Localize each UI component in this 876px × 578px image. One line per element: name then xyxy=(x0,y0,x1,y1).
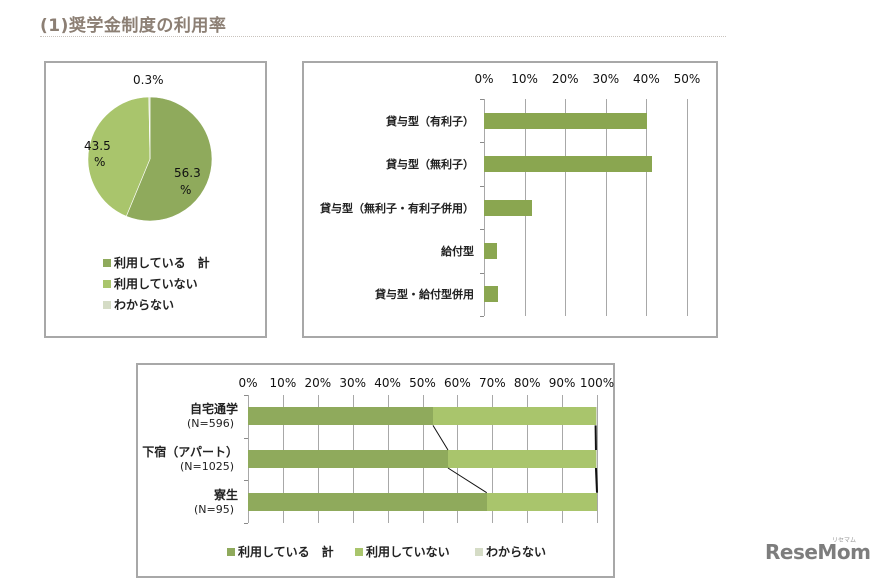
y-axis-tick xyxy=(480,272,484,274)
bar-segment-unknown xyxy=(595,407,597,426)
category-label: 貸与型（無利子） xyxy=(386,158,474,172)
category-label: 寮生 xyxy=(213,487,238,502)
bar-segment-using xyxy=(248,450,448,468)
category-n-label: (N=596) xyxy=(186,417,234,431)
x-axis-tick-label: 0% xyxy=(238,376,258,390)
category-label: 下宿（アパート） xyxy=(142,445,238,459)
bar-chart: 0% 10% 20% 30% 40% 50% 貸与型（有利子） 貸与型（無利子） 貸与型（無利子… xyxy=(304,63,716,336)
gridline xyxy=(605,99,607,316)
bar-segment-using xyxy=(248,407,433,426)
pie-label-unknown: 0.3% xyxy=(133,73,164,87)
gridline xyxy=(646,99,648,316)
y-axis-tick xyxy=(244,395,248,396)
legend-swatch-not-using xyxy=(103,279,111,288)
x-axis-tick-label: 70% xyxy=(478,376,506,390)
resemom-logo-kana: リセマム xyxy=(832,537,857,544)
bar-segment-using xyxy=(248,492,487,511)
gridline xyxy=(565,99,567,316)
bar-segment-unknown xyxy=(595,450,597,468)
pie-chart-panel: 0.3% 43.5 % 56.3 % 利用している 計 利用していない わからな… xyxy=(44,61,267,338)
y-axis-tick xyxy=(244,480,248,482)
pie-slice-unknown xyxy=(148,96,151,160)
x-axis-tick-label: 20% xyxy=(304,376,332,390)
x-axis-tick-label: 50% xyxy=(673,72,701,86)
x-axis-tick-label: 30% xyxy=(592,72,620,86)
pie-label-using-pct: % xyxy=(180,183,192,197)
legend-swatch-unknown xyxy=(475,547,483,556)
category-n-label: (N=1025) xyxy=(179,460,234,473)
bar xyxy=(484,286,498,303)
category-label: 貸与型（有利子） xyxy=(386,114,474,128)
y-axis-tick xyxy=(480,185,484,187)
gridline xyxy=(597,395,598,523)
pie-legend-using: 利用している 計 xyxy=(103,254,210,271)
x-axis-tick-label: 10% xyxy=(511,72,538,86)
x-axis-tick-label: 20% xyxy=(551,72,579,86)
stack-legend-using: 利用している 計 xyxy=(227,543,334,560)
y-axis-tick xyxy=(480,99,484,100)
y-axis-tick xyxy=(244,437,248,439)
pie-label-not-using-pct: % xyxy=(94,155,106,169)
resemom-logo: ReseMom xyxy=(765,540,871,564)
x-axis-tick-label: 90% xyxy=(548,376,576,390)
y-axis-tick xyxy=(480,142,484,144)
y-axis-tick xyxy=(244,523,248,524)
category-label: 貸与型・給付型併用 xyxy=(375,288,474,302)
x-axis-tick-label: 80% xyxy=(513,376,541,390)
stack-legend-unknown: わからない xyxy=(475,543,546,560)
category-n-label: (N=95) xyxy=(193,502,234,516)
x-axis-tick-label: 30% xyxy=(339,376,367,390)
x-axis-tick-label: 0% xyxy=(474,72,494,86)
legend-swatch-using xyxy=(103,258,111,267)
bar xyxy=(484,199,532,216)
category-label: 自宅通学 xyxy=(189,402,238,417)
section-title: (1)奨学金制度の利用率 xyxy=(40,16,227,36)
stacked-bar-chart: 0% 10% 20% 30% 40% 50% 60% 70% 80% 90% 100% 自宅通学 (N=… xyxy=(138,365,614,576)
bar-chart-panel: 0% 10% 20% 30% 40% 50% 貸与型（有利子） 貸与型（無利子） 貸与型（無利子… xyxy=(302,61,718,338)
legend-swatch-unknown xyxy=(103,300,111,309)
x-axis-tick-label: 100% xyxy=(579,376,615,390)
pie-legend-not-using: 利用していない xyxy=(103,275,198,292)
bar xyxy=(484,242,497,259)
legend-swatch-using xyxy=(227,547,235,556)
legend-swatch-not-using xyxy=(355,547,363,556)
category-label: 給付型 xyxy=(441,244,474,258)
x-axis-tick-label: 10% xyxy=(269,376,297,390)
y-axis-tick xyxy=(480,316,484,317)
category-label: 貸与型（無利子・有利子併用） xyxy=(320,201,474,215)
x-axis-tick-label: 40% xyxy=(633,72,660,86)
x-axis-tick-label: 50% xyxy=(409,376,436,390)
bar xyxy=(484,156,653,173)
bar-segment-not-using xyxy=(432,407,596,426)
pie-label-not-using: 43.5 xyxy=(84,139,111,153)
bar-segment-not-using xyxy=(447,450,596,468)
stacked-bar-chart-panel: 0% 10% 20% 30% 40% 50% 60% 70% 80% 90% 100% 自宅通学 (N=… xyxy=(136,363,615,578)
stack-legend-not-using: 利用していない xyxy=(355,543,450,560)
pie-slice-not-using xyxy=(87,96,151,217)
pie-legend-unknown: わからない xyxy=(103,296,174,313)
pie-slice-using xyxy=(125,96,213,222)
bar xyxy=(484,112,648,129)
gridline xyxy=(687,99,688,316)
title-divider xyxy=(40,36,726,37)
series-lines xyxy=(432,425,598,494)
bar-segment-not-using xyxy=(486,492,597,511)
pie-chart xyxy=(87,96,213,222)
x-axis-tick-label: 40% xyxy=(374,376,401,390)
pie-label-using: 56.3 xyxy=(174,166,201,180)
x-axis-tick-label: 60% xyxy=(444,376,471,390)
y-axis-tick xyxy=(480,229,484,231)
